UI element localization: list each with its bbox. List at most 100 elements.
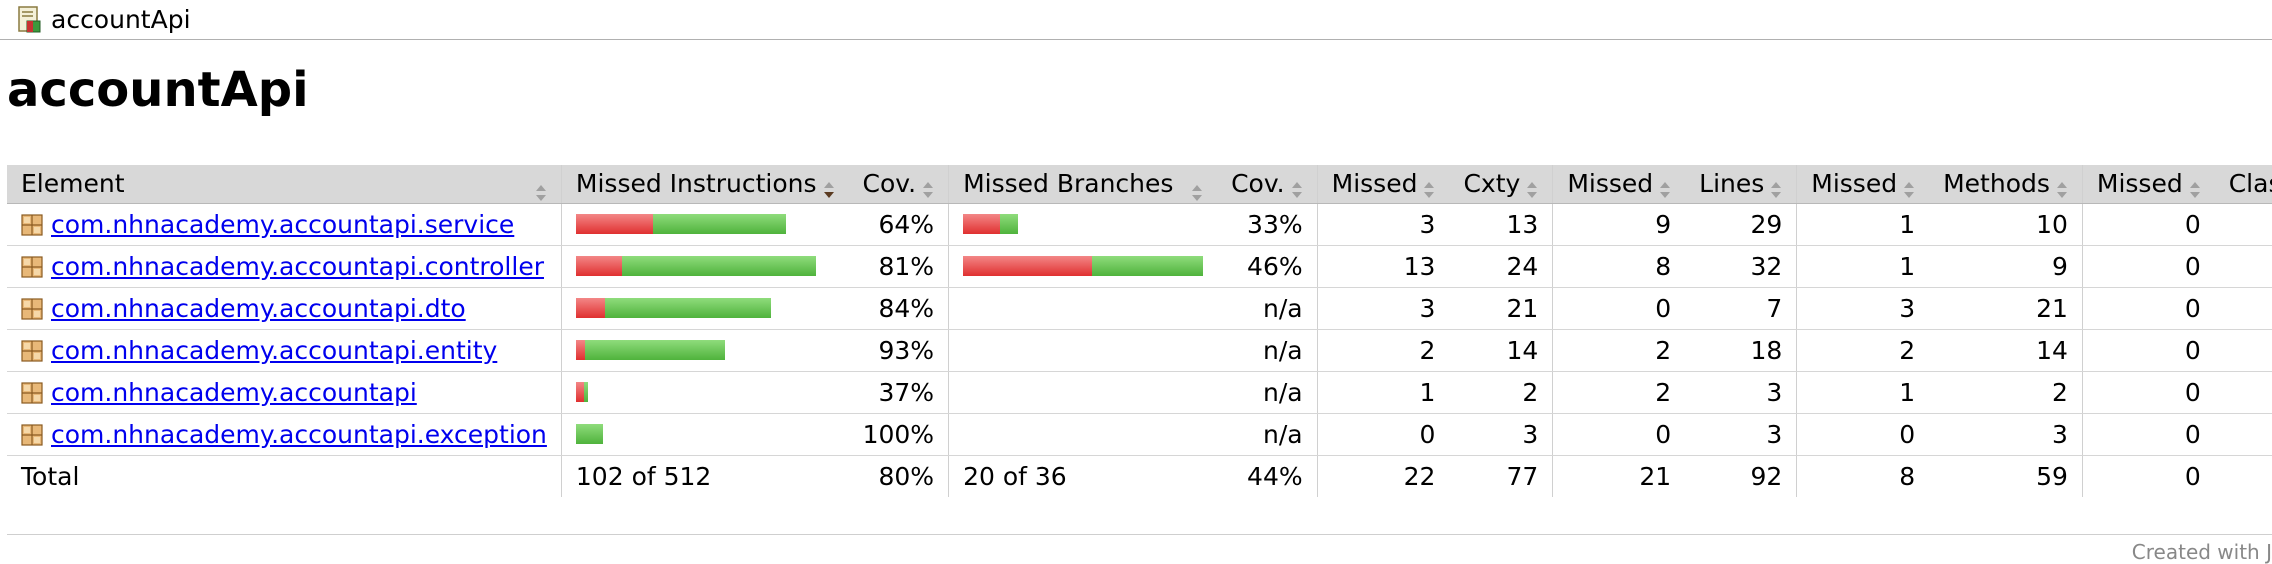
covered-instructions-bar [583,382,588,402]
lines: 3 [1685,413,1797,456]
package-link[interactable]: com.nhnacademy.accountapi.dto [51,293,466,323]
column-header-missed-branches[interactable]: Missed Branches [948,165,1218,204]
instruction-coverage-bar [575,298,835,318]
column-header-element[interactable]: Element [7,165,562,204]
coverage-table: Element Missed Instructions Cov. Missed … [7,165,2272,497]
sort-arrows-icon[interactable] [922,176,934,199]
package-icon [21,255,43,278]
breadcrumb: accountApi [0,0,2272,40]
instruction-coverage: 100% [848,413,949,456]
table-row: com.nhnacademy.accountapi.exception 100% n… [7,413,2272,456]
missed-methods: 1 [1796,203,1930,246]
column-header-methods[interactable]: Methods [1929,165,2083,204]
branch-coverage-bar [963,256,1204,276]
sort-arrows-icon[interactable] [1903,176,1915,199]
covered-instructions-bar [652,214,786,234]
covered-branches-bar [1000,214,1019,234]
column-header-missed-lines[interactable]: Missed [1552,165,1686,204]
covered-instructions-bar [575,424,603,444]
column-header-instruction-coverage[interactable]: Cov. [848,165,949,204]
total-complexity: 77 [1506,461,1539,491]
column-header-missed-classes[interactable]: Missed [2081,165,2215,204]
missed-branches-cell [948,329,1218,372]
methods: 9 [1929,245,2083,288]
element-cell: com.nhnacademy.accountapi.controller [7,245,562,288]
package-link[interactable]: com.nhnacademy.accountapi.exception [51,419,547,449]
package-link[interactable]: com.nhnacademy.accountapi.service [51,209,515,239]
column-header-classes[interactable]: Classes [2214,165,2272,204]
package-icon [21,423,43,446]
missed-branches-cell [948,287,1218,330]
sort-arrows-icon[interactable] [1291,176,1303,199]
missed-complexity: 1 [1316,371,1450,414]
covered-instructions-bar [584,340,725,360]
missed-complexity: 13 [1316,245,1450,288]
total-branches: 20 of 36 [948,455,1218,497]
missed-instructions-cell [560,413,849,456]
missed-complexity: 2 [1316,329,1450,372]
missed-instructions-cell [560,245,849,288]
package-link[interactable]: com.nhnacademy.accountapi [51,377,417,407]
sort-arrows-icon[interactable] [1191,179,1203,202]
column-header-missed-instructions[interactable]: Missed Instructions [560,165,849,204]
classes: 1 [2214,245,2272,288]
total-missed-methods: 8 [1796,455,1930,497]
branch-coverage: n/a [1217,329,1318,372]
table-row: com.nhnacademy.accountapi.controller 81% 4… [7,245,2272,288]
missed-instructions-bar [575,256,622,276]
sort-arrows-icon[interactable] [1770,176,1782,199]
missed-branches-cell [948,371,1218,414]
sort-desc-icon[interactable] [823,176,835,199]
total-lines: 92 [1750,461,1783,491]
element-cell: com.nhnacademy.accountapi.dto [7,287,562,330]
total-row: Total 102 of 512 80% 20 of 36 44% 22 77 … [7,455,2272,497]
classes: 3 [2214,329,2272,372]
missed-instructions-cell [560,329,849,372]
missed-classes: 0 [2081,413,2215,456]
sort-arrows-icon[interactable] [2189,176,2201,199]
methods: 21 [1929,287,2083,330]
branch-coverage: 46% [1217,245,1318,288]
missed-lines: 0 [1552,287,1686,330]
column-header-complexity[interactable]: Cxty [1449,165,1553,204]
missed-complexity: 3 [1316,203,1450,246]
sort-arrows-icon[interactable] [1659,176,1671,199]
instruction-coverage: 81% [848,245,949,288]
instruction-coverage-bar [575,214,835,234]
column-header-missed-methods[interactable]: Missed [1796,165,1930,204]
methods: 3 [1929,413,2083,456]
column-header-branch-coverage[interactable]: Cov. [1217,165,1318,204]
package-link[interactable]: com.nhnacademy.accountapi.controller [51,251,544,281]
missed-classes: 0 [2081,371,2215,414]
total-instructions: 102 of 512 [560,455,849,497]
sort-arrows-icon[interactable] [2056,176,2068,199]
missed-instructions-cell [560,371,849,414]
total-classes: 14 [2215,455,2272,497]
missed-methods: 1 [1796,245,1930,288]
instruction-coverage: 93% [848,329,949,372]
missed-instructions-bar [575,382,584,402]
sort-arrows-icon[interactable] [1526,176,1538,199]
package-icon [21,381,43,404]
missed-methods: 1 [1796,371,1930,414]
classes: 1 [2214,371,2272,414]
lines: 29 [1685,203,1797,246]
total-missed-complexity: 22 [1316,455,1450,497]
table-row: com.nhnacademy.accountapi.service 64% 33% 3… [7,203,2272,246]
covered-branches-bar [1092,256,1204,276]
missed-branches-cell [948,203,1218,246]
package-link[interactable]: com.nhnacademy.accountapi.entity [51,335,498,365]
sort-arrows-icon[interactable] [535,179,547,202]
footer-divider [7,534,2272,535]
column-header-lines[interactable]: Lines [1685,165,1797,204]
total-missed-classes: 0 [2081,455,2215,497]
branch-coverage-bar [963,214,1203,234]
sort-arrows-icon[interactable] [1423,176,1435,199]
complexity: 14 [1449,329,1553,372]
covered-instructions-bar [604,298,771,318]
report-icon [17,5,43,34]
instruction-coverage-bar [575,340,835,360]
branch-coverage: n/a [1217,413,1318,456]
column-header-missed-complexity[interactable]: Missed [1316,165,1450,204]
methods: 2 [1929,371,2083,414]
